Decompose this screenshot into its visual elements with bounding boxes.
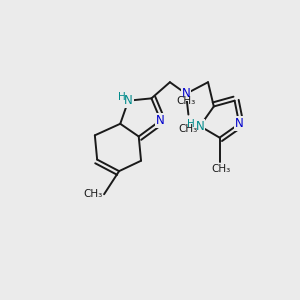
Text: N: N xyxy=(196,120,204,133)
Text: N: N xyxy=(156,114,165,127)
Text: N: N xyxy=(124,94,133,107)
Text: N: N xyxy=(182,87,190,100)
Text: CH₃: CH₃ xyxy=(84,189,103,199)
Text: H: H xyxy=(118,92,126,101)
Text: CH₃: CH₃ xyxy=(176,96,196,106)
Text: CH₃: CH₃ xyxy=(211,164,230,174)
Text: H: H xyxy=(187,119,195,129)
Text: CH₃: CH₃ xyxy=(179,124,198,134)
Text: N: N xyxy=(235,117,244,130)
